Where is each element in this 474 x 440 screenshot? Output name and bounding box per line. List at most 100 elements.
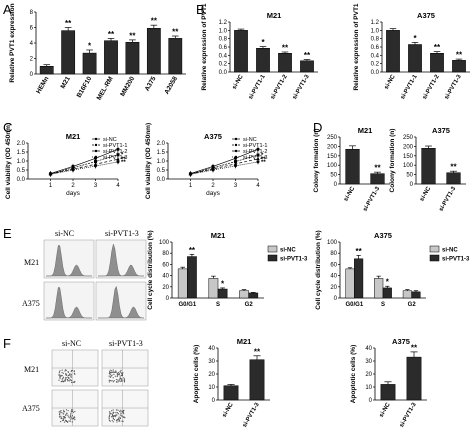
flow-dot (62, 377, 64, 379)
flow-dot (108, 418, 110, 420)
flow-dot (108, 375, 110, 377)
y-tick-label: 0 (166, 296, 170, 302)
flow-dot (112, 409, 114, 411)
y-tick-label: 20 (365, 372, 372, 378)
bar (217, 288, 228, 299)
y-tick-label: 0 (334, 296, 338, 302)
flow-dot (119, 380, 122, 382)
flow-dot (116, 419, 119, 421)
flow-dot (120, 411, 122, 413)
significance-mark: * (121, 153, 124, 159)
y-tick-label: 60 (330, 262, 337, 268)
flow-dot (70, 418, 72, 420)
x-axis-label: days (206, 190, 220, 197)
y-tick-label: 1.5 (17, 150, 26, 156)
flow-dot (121, 373, 123, 375)
flow-dot (120, 412, 122, 415)
category-label: si-PVT1-3 (292, 73, 311, 100)
flow-dot (109, 420, 111, 422)
y-tick-label: 0 (334, 182, 338, 188)
chart-apoptosis-a375: 0 10 20 30 40 Apoptotic cells (%) A375 si-NC ** s… (350, 337, 427, 429)
flow-dot (60, 421, 62, 423)
flow-dot (116, 414, 118, 416)
legend-marker (94, 143, 98, 147)
significance-mark: * (261, 38, 265, 47)
flow-dot (108, 415, 110, 418)
flow-dot (118, 418, 120, 420)
flow-histogram-trace (45, 287, 92, 319)
bar (345, 148, 360, 185)
flow-dot (69, 374, 71, 376)
flow-dot (58, 374, 60, 376)
flow-dot (119, 420, 121, 422)
flow-dot (113, 373, 115, 375)
category-label: si-NC (419, 185, 432, 202)
flow-dot (113, 411, 115, 413)
flow-dot (115, 419, 118, 421)
flow-dot (64, 417, 66, 419)
significance-mark: ** (108, 30, 115, 39)
significance-mark: * (221, 279, 225, 288)
category-label: si-PVT1-1 (400, 73, 419, 100)
bar (370, 173, 385, 185)
bar (61, 30, 76, 75)
y-tick-label: 150 (403, 154, 414, 160)
flow-dot (119, 371, 121, 373)
flow-dot (68, 420, 70, 422)
flow-dot (121, 420, 123, 422)
flow-dot (64, 370, 66, 372)
chart-title: A375 (432, 126, 450, 135)
y-tick-label: 30 (208, 359, 215, 365)
y-axis-label: Relative expression of PVT1 (353, 3, 360, 90)
y-tick-label: 40 (208, 346, 215, 352)
y-tick-label: 1.0 (371, 28, 380, 34)
bar (39, 66, 54, 75)
y-tick-label: 0.0 (371, 70, 380, 76)
legend-label: si-PVT1-3 (280, 257, 308, 263)
flow-dot (123, 409, 125, 411)
y-tick-label: 20 (330, 285, 337, 291)
chart-title: A375 (204, 132, 222, 141)
category-label: A375 (144, 75, 158, 92)
chart-title: M21 (237, 337, 252, 346)
flow-dot (65, 419, 67, 422)
category-label: si-NC (379, 401, 392, 418)
flow-dot (73, 381, 76, 383)
flow-dot (118, 372, 120, 375)
legend-label: si-PVT1-3 (103, 155, 127, 161)
flow-dot (112, 412, 114, 414)
flow-histogram-frame (95, 239, 147, 279)
flow-dot (70, 379, 72, 381)
y-tick-label: 1.2 (219, 20, 228, 26)
bar (146, 28, 161, 75)
flow-labels: si-NC si-PVT1-3 M21 A375 si-NC si-PVT1-3… (22, 229, 143, 413)
flow-dot (110, 416, 113, 418)
y-tick-label: 2.0 (157, 141, 166, 147)
chart-cell-cycle-a375: 0 20 40 60 80 100 Cell cycle distribution (%) A… (315, 230, 470, 309)
flow-dot (70, 414, 72, 416)
series-line (190, 158, 259, 175)
x-tick-label: 1 (49, 183, 53, 189)
flow-dot (109, 411, 111, 413)
category-label: si-PVT1-3 (362, 185, 381, 212)
flow-dot (123, 381, 125, 383)
flow-dot (62, 416, 65, 418)
y-tick-label: 8 (30, 10, 34, 16)
flow-dot (113, 371, 115, 373)
flow-dot (72, 417, 75, 419)
flow-dot (108, 379, 110, 381)
flow-dot (113, 415, 115, 417)
flow-dot (124, 417, 126, 419)
flow-dot (112, 418, 115, 420)
y-tick-label: 20 (208, 372, 215, 378)
bar (386, 30, 400, 73)
chart-title: M21 (66, 132, 81, 141)
legend-swatch (429, 254, 440, 262)
category-label: S (216, 302, 220, 308)
flow-dot (62, 413, 64, 415)
chart-title: M21 (267, 11, 282, 20)
y-tick-label: 1.5 (157, 150, 166, 156)
flow-dot (58, 416, 61, 418)
flow-dot (110, 370, 113, 372)
flow-dot (58, 373, 60, 375)
